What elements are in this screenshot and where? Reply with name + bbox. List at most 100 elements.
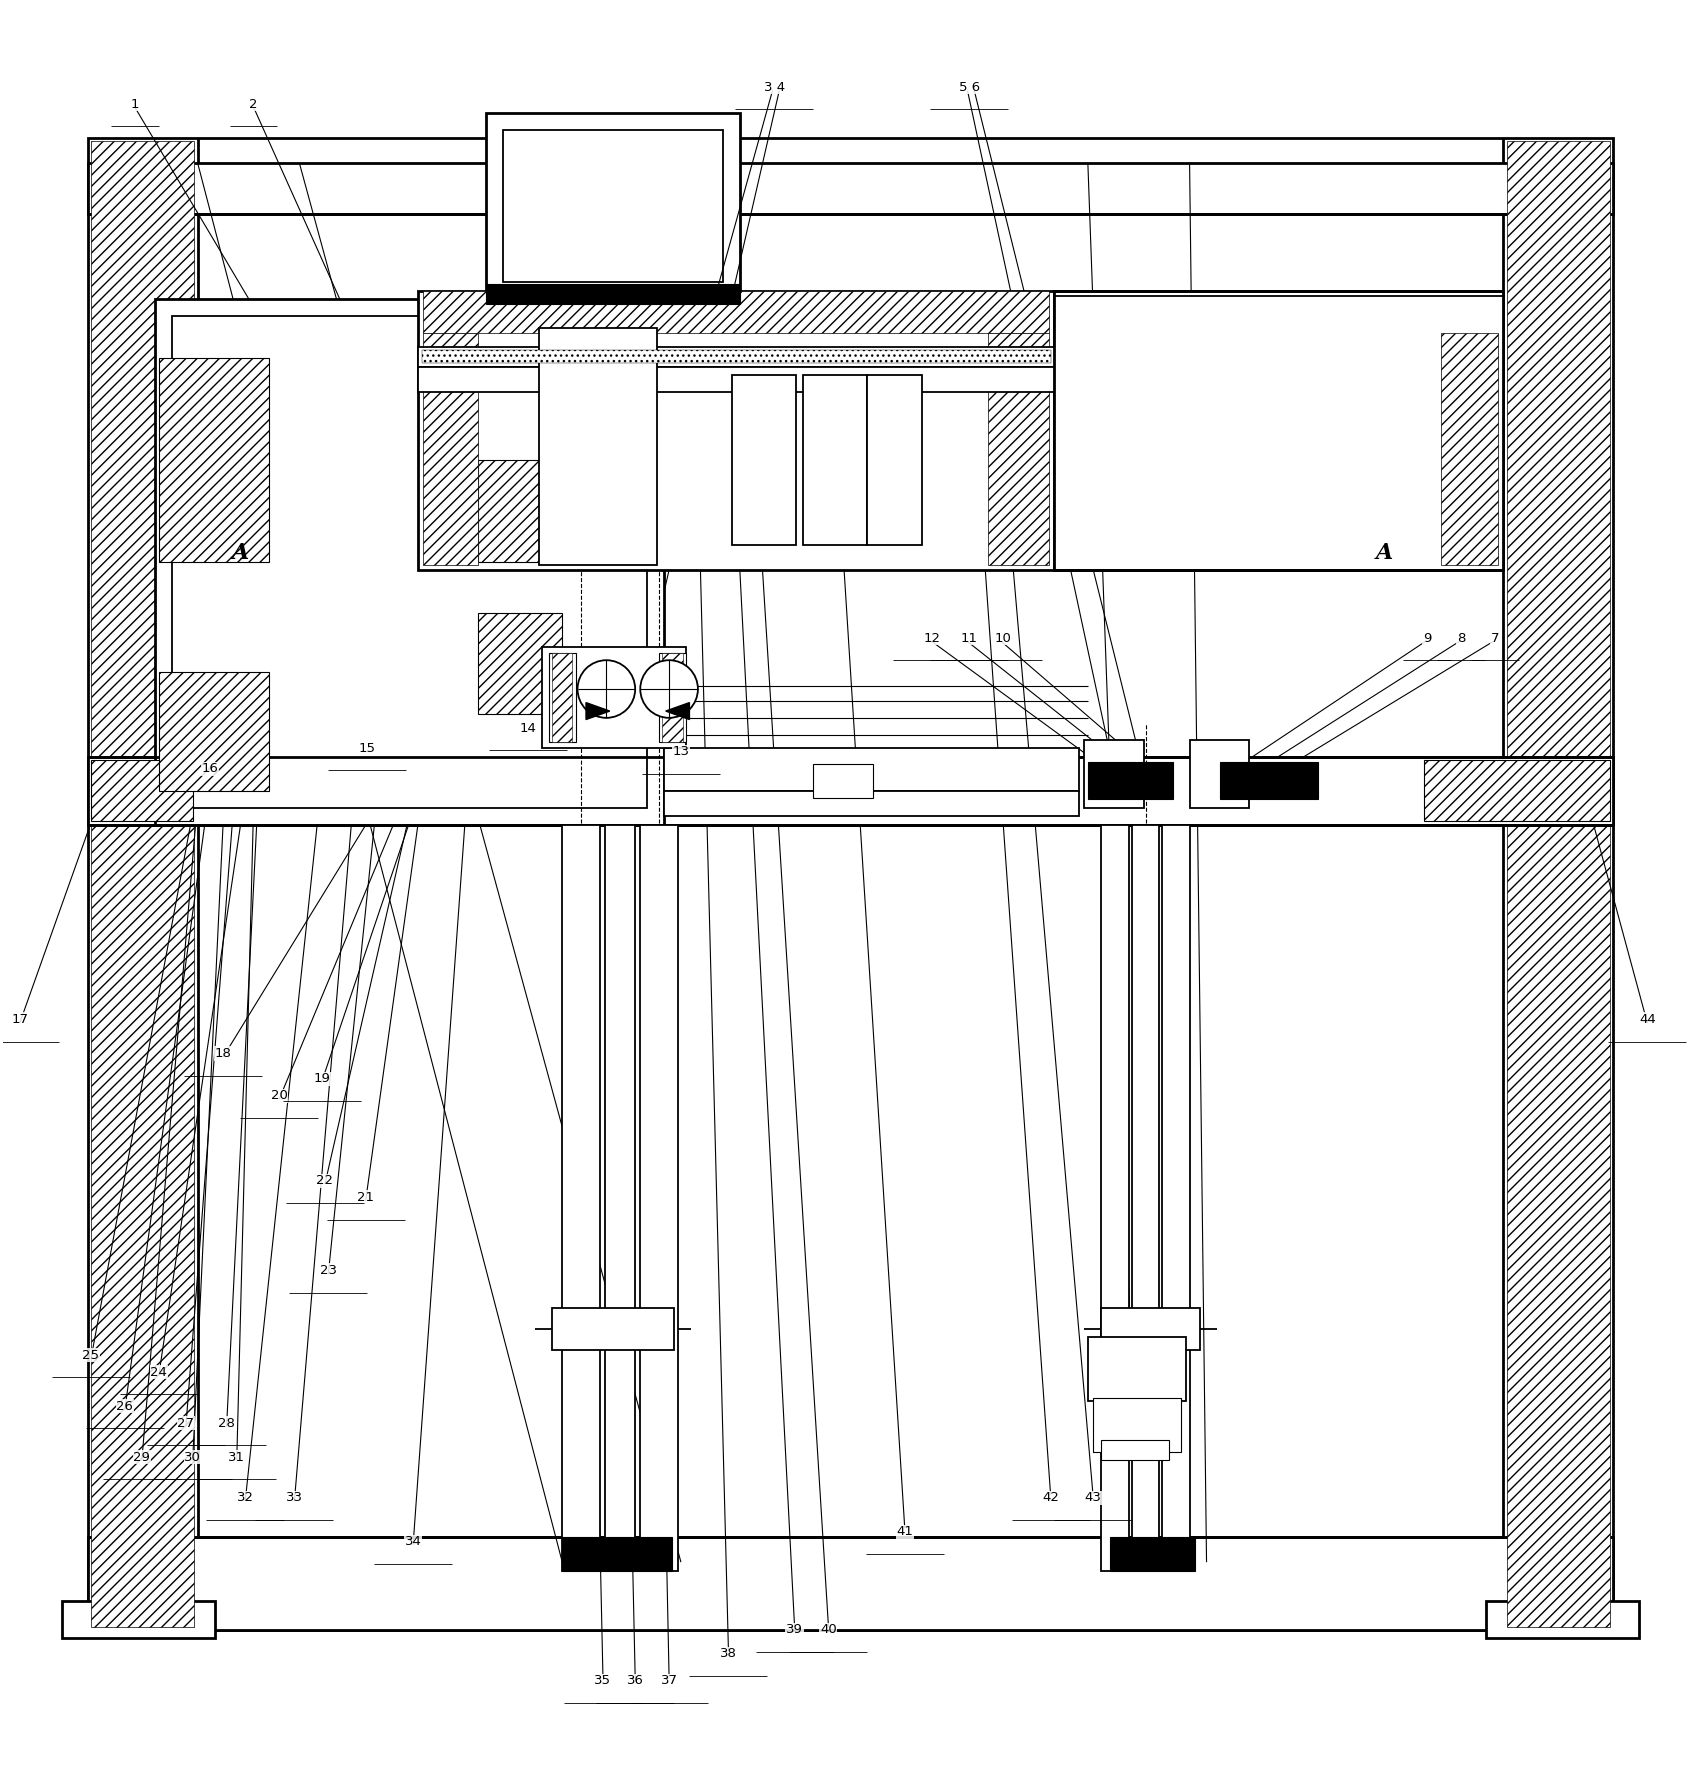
Bar	[813, 764, 873, 797]
Text: 34: 34	[405, 1535, 422, 1549]
Text: A: A	[1376, 543, 1393, 564]
Bar	[1089, 1337, 1186, 1400]
Bar	[87, 163, 1614, 214]
Text: 29: 29	[133, 1450, 150, 1464]
Bar	[640, 824, 677, 1570]
Polygon shape	[665, 702, 689, 720]
Text: 30: 30	[184, 1450, 201, 1464]
Text: 7: 7	[1490, 631, 1499, 645]
Bar	[424, 332, 478, 566]
Bar	[539, 327, 657, 566]
Text: 44: 44	[1640, 1013, 1655, 1025]
Text: 22: 22	[316, 1174, 333, 1186]
Bar	[1441, 332, 1499, 566]
Bar	[424, 290, 1050, 332]
Bar	[155, 299, 663, 824]
Circle shape	[640, 659, 697, 718]
Text: 13: 13	[672, 746, 689, 758]
Bar	[87, 757, 1614, 824]
Bar	[418, 368, 1055, 392]
Bar	[503, 129, 723, 283]
Text: 31: 31	[228, 1450, 245, 1464]
Text: 8: 8	[1456, 631, 1465, 645]
Text: 12: 12	[924, 631, 941, 645]
Bar	[63, 1602, 214, 1639]
Text: 11: 11	[961, 631, 978, 645]
Bar	[172, 316, 646, 808]
Bar	[803, 375, 868, 545]
Text: 36: 36	[626, 1674, 643, 1687]
Text: 16: 16	[201, 762, 218, 774]
Bar	[1111, 1536, 1194, 1570]
Bar	[663, 748, 1080, 790]
Bar	[988, 332, 1050, 566]
Bar	[553, 654, 573, 741]
Bar	[90, 760, 192, 822]
Text: 21: 21	[357, 1192, 374, 1204]
Text: 20: 20	[270, 1089, 287, 1103]
Bar	[563, 1536, 672, 1570]
Text: 40: 40	[820, 1623, 837, 1637]
Bar	[1131, 824, 1158, 1570]
Bar	[478, 613, 563, 714]
Text: 9: 9	[1422, 631, 1431, 645]
Bar	[549, 654, 577, 741]
Bar	[543, 647, 686, 748]
Bar	[87, 1536, 1614, 1630]
Text: 19: 19	[313, 1073, 330, 1086]
Bar	[1085, 739, 1143, 808]
Bar	[418, 290, 1055, 571]
Text: 1: 1	[131, 97, 139, 111]
Text: 10: 10	[995, 631, 1012, 645]
Bar	[553, 1308, 674, 1351]
Bar	[486, 285, 740, 304]
Bar	[868, 375, 922, 545]
Text: 18: 18	[214, 1047, 231, 1061]
Bar	[1094, 1398, 1180, 1452]
Text: 42: 42	[1043, 1490, 1060, 1505]
Text: 37: 37	[660, 1674, 677, 1687]
Text: 39: 39	[786, 1623, 803, 1637]
Bar	[158, 672, 269, 790]
Text: 28: 28	[218, 1416, 235, 1430]
Bar	[1220, 762, 1318, 799]
Bar	[563, 824, 599, 1570]
Bar	[158, 359, 269, 562]
Bar	[1102, 1308, 1199, 1351]
Text: 35: 35	[594, 1674, 611, 1687]
Text: 5 6: 5 6	[959, 81, 980, 94]
Text: 17: 17	[12, 1013, 29, 1025]
Bar	[1089, 762, 1172, 799]
Bar	[1102, 1441, 1169, 1460]
Bar	[1487, 1602, 1638, 1639]
Bar	[478, 460, 563, 562]
Text: 43: 43	[1085, 1490, 1101, 1505]
Bar	[1424, 760, 1611, 822]
Text: 26: 26	[116, 1400, 133, 1413]
Polygon shape	[587, 702, 609, 720]
Bar	[663, 790, 1080, 817]
Bar	[1162, 824, 1189, 1570]
Text: 23: 23	[320, 1264, 337, 1276]
Text: A: A	[231, 543, 248, 564]
Text: 33: 33	[286, 1490, 303, 1505]
Bar	[486, 113, 740, 299]
Bar	[422, 350, 1051, 364]
Bar	[90, 141, 194, 1627]
Text: 24: 24	[150, 1367, 167, 1379]
Text: 2: 2	[250, 97, 259, 111]
Text: 38: 38	[720, 1648, 737, 1660]
Circle shape	[578, 659, 634, 718]
Text: 3 4: 3 4	[764, 81, 784, 94]
Text: 14: 14	[521, 721, 538, 734]
Text: 41: 41	[896, 1526, 913, 1538]
Bar	[662, 654, 682, 741]
Bar	[658, 654, 686, 741]
Bar	[1055, 290, 1504, 571]
Bar	[604, 824, 634, 1570]
Bar	[1102, 824, 1128, 1570]
Bar	[1507, 141, 1611, 1627]
Bar	[1189, 739, 1249, 808]
Bar	[731, 375, 796, 545]
Text: 32: 32	[236, 1490, 253, 1505]
